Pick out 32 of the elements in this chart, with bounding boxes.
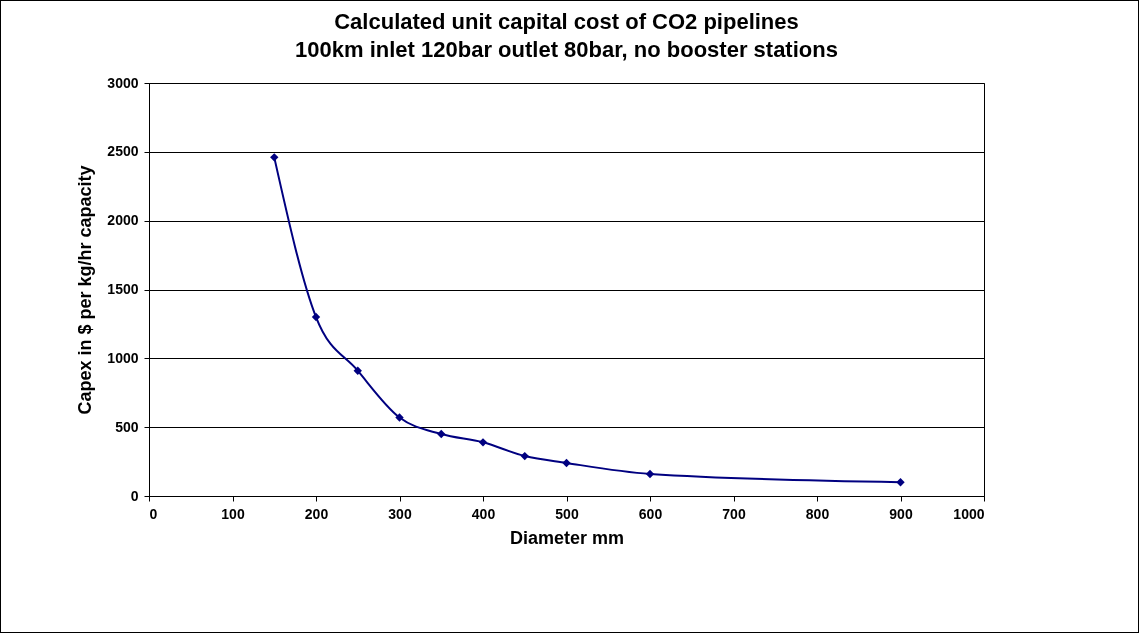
point <box>562 458 571 468</box>
x-tick-label: 1000 <box>953 505 985 522</box>
x-tick-label: 400 <box>471 505 496 522</box>
x-tick-label: 800 <box>805 505 830 522</box>
y-tick-label: 500 <box>115 418 139 435</box>
y-axis-title: Capex in $ per kg/hr capacity <box>75 165 96 415</box>
y-tick-label: 2500 <box>107 143 139 160</box>
point <box>395 413 404 422</box>
point <box>478 438 488 447</box>
x-tick-label: 600 <box>638 505 663 522</box>
point <box>270 153 279 162</box>
chart-title: Calculated unit capital cost of CO2 pipelines <box>334 9 799 34</box>
point <box>520 451 529 461</box>
point <box>311 312 321 322</box>
x-axis-title: Diameter mm <box>509 527 625 548</box>
x-tick-label: 500 <box>555 505 579 522</box>
point <box>896 478 905 487</box>
point <box>437 429 446 439</box>
x-tick-label: 0 <box>149 505 158 522</box>
x-tick-label: 300 <box>388 505 412 522</box>
y-tick-label: 0 <box>130 487 139 504</box>
x-tick-label: 700 <box>722 505 746 522</box>
x-tick-label: 900 <box>889 505 913 522</box>
x-tick-label: 100 <box>221 505 245 522</box>
point <box>645 469 655 479</box>
y-tick-label: 1000 <box>107 349 139 366</box>
y-tick-label: 1500 <box>107 281 139 297</box>
x-tick-label: 200 <box>304 505 329 522</box>
y-tick-label: 2000 <box>107 212 139 229</box>
chart-subtitle: 100km inlet 120bar outlet 80bar, no booster stations <box>295 37 838 62</box>
y-tick-label: 3000 <box>107 74 139 91</box>
point <box>353 366 362 375</box>
